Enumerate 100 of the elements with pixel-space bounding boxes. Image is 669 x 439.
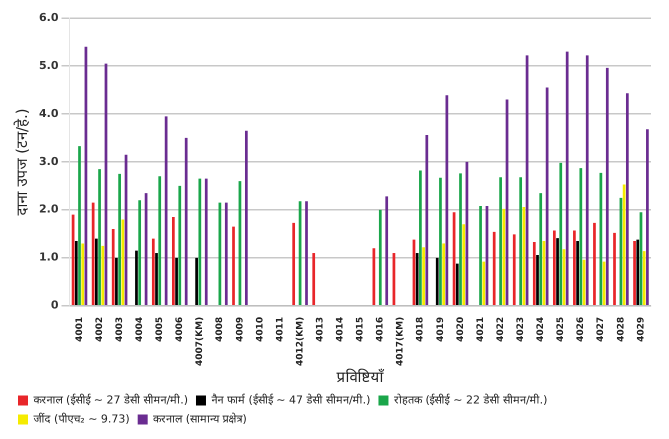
bar	[436, 258, 439, 306]
x-tick-label: 4015	[356, 316, 366, 342]
x-tick-label: 4012(KM)	[295, 316, 306, 366]
bar	[92, 202, 95, 306]
x-tick-label: 4023	[516, 316, 526, 342]
bar	[439, 178, 442, 306]
bar	[626, 93, 629, 306]
bar	[446, 95, 448, 306]
x-tick-label: 4013	[315, 316, 326, 342]
x-tick-label: 4010	[255, 316, 266, 342]
bar	[459, 173, 462, 306]
bar	[98, 169, 101, 306]
bar	[305, 201, 308, 306]
bar	[101, 246, 104, 306]
x-tick-label: 4022	[496, 316, 506, 342]
bar	[298, 201, 302, 306]
bar	[579, 168, 582, 306]
bar	[542, 241, 546, 306]
bar	[582, 260, 586, 306]
bar	[115, 258, 118, 306]
bar	[218, 202, 222, 306]
x-tick-label: 4002	[94, 316, 105, 342]
bar	[392, 253, 396, 306]
bar	[642, 251, 646, 306]
x-tick-label: 4029	[636, 316, 646, 342]
bar	[178, 186, 182, 306]
y-tick-label: 5.0	[38, 58, 59, 72]
bar	[539, 193, 542, 306]
bar	[152, 238, 155, 306]
x-tick-label: 4018	[416, 316, 426, 342]
bar	[155, 253, 158, 306]
bar	[144, 193, 148, 306]
bar	[562, 249, 566, 306]
y-tick-label: 6.0	[38, 10, 59, 24]
bar	[198, 178, 202, 306]
x-tick-label: 4026	[576, 316, 586, 342]
bar	[175, 258, 178, 306]
bar	[602, 262, 606, 306]
y-tick-label: 1.0	[38, 250, 59, 264]
x-axis-title: प्रविष्टियाँ	[336, 368, 385, 386]
x-tick-label: 4024	[536, 316, 546, 342]
bar	[442, 243, 446, 306]
bar	[292, 222, 296, 306]
x-tick-label: 4008	[215, 316, 226, 342]
bar	[522, 206, 526, 306]
bar	[546, 88, 548, 306]
bar	[633, 241, 636, 306]
bar	[593, 222, 596, 306]
bar	[72, 214, 74, 306]
bar	[94, 238, 98, 306]
bar	[526, 55, 528, 306]
legend-label: नैन फार्म (ईसीई ~ 47 डेसी सीमन/मी.)	[211, 393, 370, 406]
bar	[552, 230, 556, 306]
x-tick-label: 4006	[175, 316, 186, 342]
bar	[104, 64, 108, 306]
bar	[112, 229, 115, 306]
bar	[164, 116, 168, 306]
bar	[606, 68, 609, 306]
bar	[646, 129, 649, 306]
x-tick-label: 4016	[376, 316, 386, 342]
x-tick-label: 4025	[556, 316, 566, 342]
bar	[238, 181, 242, 306]
bar	[622, 184, 626, 306]
bar	[492, 232, 496, 306]
bar	[456, 264, 459, 306]
bar	[224, 202, 228, 306]
bar	[195, 258, 198, 306]
y-tick-label: 4.0	[38, 106, 59, 120]
x-tick-label: 4003	[114, 316, 125, 342]
bar	[620, 198, 622, 306]
legend-label: करनाल (सामान्य प्रक्षेत्र)	[153, 412, 247, 426]
bar	[118, 174, 121, 306]
bar	[566, 52, 569, 306]
bar	[419, 170, 422, 306]
bar	[78, 146, 81, 306]
x-tick-label: 4011	[275, 316, 286, 342]
legend-label: रोहतक (ईसीई ~ 22 डेसी सीमन/मी.)	[394, 393, 548, 406]
bar	[573, 230, 576, 306]
bar	[613, 232, 616, 306]
x-tick-label: 4014	[336, 316, 346, 342]
x-tick-label: 4017(KM)	[396, 316, 406, 366]
y-tick-label: 3.0	[38, 154, 59, 168]
bar	[385, 196, 388, 306]
bar	[158, 176, 162, 306]
x-tick-label: 4005	[155, 316, 166, 342]
bar	[135, 250, 138, 306]
bar	[512, 234, 516, 306]
bar	[519, 177, 522, 306]
bar	[312, 253, 316, 306]
x-tick-label: 4007(KM)	[195, 316, 206, 366]
x-tick-label: 4021	[476, 316, 486, 342]
bar	[482, 262, 486, 306]
bar	[499, 177, 502, 306]
bar	[536, 254, 539, 306]
legend-label: जींद (पीएच₂ ~ 9.73)	[34, 412, 130, 426]
bar	[81, 243, 84, 306]
y-tick-label: 2.0	[38, 202, 59, 216]
bar	[232, 226, 235, 306]
bar	[372, 248, 376, 306]
x-tick-label: 4019	[436, 316, 446, 342]
